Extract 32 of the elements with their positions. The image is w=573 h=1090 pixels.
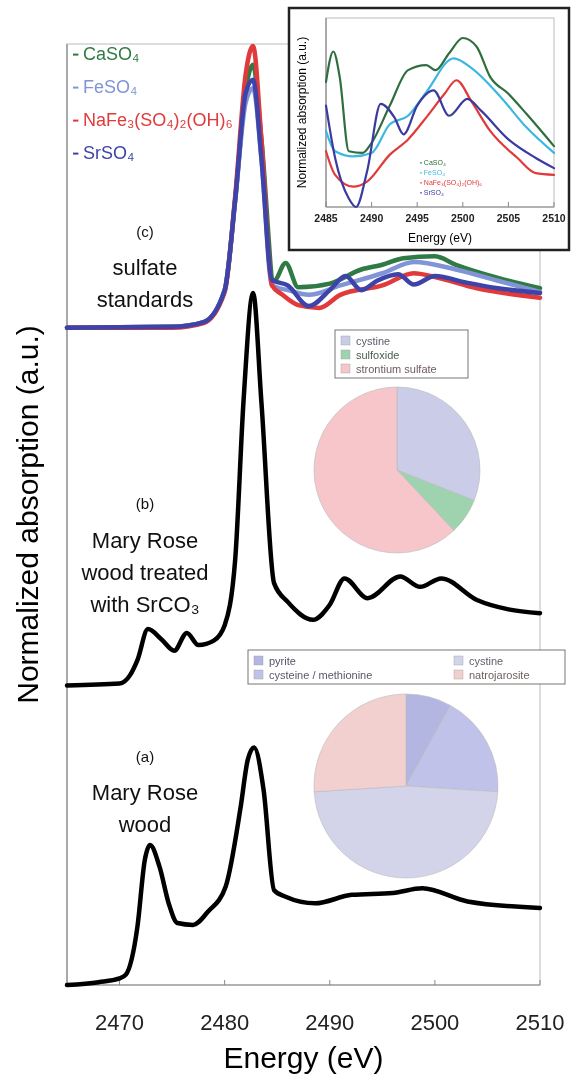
x-tick-label: 2485 xyxy=(314,212,338,224)
x-tick-label: 2495 xyxy=(405,212,430,224)
x-axis-title: Energy (eV) xyxy=(223,1041,384,1074)
x-tick-label: 2490 xyxy=(305,1010,355,1035)
legend-label: natrojarosite xyxy=(469,669,530,681)
annotation: Mary Rose wood treated with SrCO₃ xyxy=(80,528,209,617)
x-tick-label: 2500 xyxy=(410,1010,460,1035)
x-tick-label: 2505 xyxy=(496,212,521,224)
annotation: (b) xyxy=(135,495,155,512)
x-tick-label: 2510 xyxy=(515,1010,565,1035)
y-axis-title: Normalized absorption (a.u.) xyxy=(11,325,44,704)
legend-label: SrSO₄ xyxy=(82,143,135,163)
x-tick-label: 2470 xyxy=(95,1010,145,1035)
legend-label: FeSO₄ xyxy=(82,77,138,97)
legend-label: strontium sulfate xyxy=(356,363,437,375)
legend-label: CaSO₄ xyxy=(82,44,140,64)
legend-label: cystine xyxy=(469,655,504,667)
legend-label: cystine xyxy=(356,335,391,347)
x-tick-label: 2510 xyxy=(542,212,566,224)
legend-label: cysteine / methionine xyxy=(269,669,373,681)
x-tick-label: 2490 xyxy=(359,212,384,224)
annotation: (a) xyxy=(135,748,155,765)
legend-label: sulfoxide xyxy=(356,349,400,361)
y-axis-title: Normalized absorption (a.u.) xyxy=(295,36,309,189)
annotation: (c) xyxy=(136,223,154,240)
x-tick-label: 2480 xyxy=(200,1010,250,1035)
legend-label: pyrite xyxy=(269,655,296,667)
x-axis-title: Energy (eV) xyxy=(407,231,473,245)
annotation: Mary Rose wood xyxy=(91,780,199,837)
legend-label: NaFe₃(SO₄)₂(OH)₆ xyxy=(82,110,233,130)
x-tick-label: 2500 xyxy=(451,212,475,224)
annotation: sulfate standards xyxy=(96,255,194,312)
